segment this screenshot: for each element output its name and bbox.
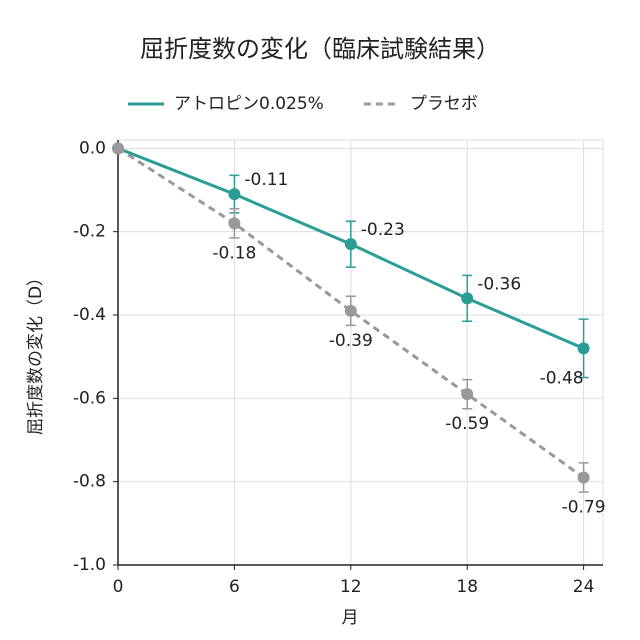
x-tick-label: 18 xyxy=(456,577,478,597)
point xyxy=(461,292,474,305)
data-label: -0.36 xyxy=(477,274,521,294)
data-label: -0.79 xyxy=(562,498,606,518)
x-axis-label: 月 xyxy=(342,608,359,628)
data-label: -0.23 xyxy=(361,220,405,240)
point xyxy=(577,471,590,484)
data-label: -0.18 xyxy=(212,243,256,263)
data-label: -0.59 xyxy=(445,414,489,434)
data-label: -0.11 xyxy=(244,170,288,190)
data-label: -0.48 xyxy=(540,368,584,388)
x-tick-label: 12 xyxy=(340,577,362,597)
y-tick-label: -0.4 xyxy=(73,305,106,325)
x-tick-label: 24 xyxy=(573,577,595,597)
y-tick-label: -0.2 xyxy=(73,222,106,242)
y-tick-label: 0.0 xyxy=(79,138,106,158)
series-line xyxy=(117,147,585,479)
point xyxy=(461,388,474,401)
point xyxy=(577,342,590,355)
x-tick-label: 6 xyxy=(229,577,240,597)
y-tick-label: -1.0 xyxy=(73,555,106,575)
chart-title: 屈折度数の変化（臨床試験結果） xyxy=(140,35,500,63)
point xyxy=(344,304,357,317)
y-tick-label: -0.8 xyxy=(73,472,106,492)
legend-label: プラセボ xyxy=(410,94,478,114)
y-axis-label: 屈折度数の変化（D） xyxy=(26,269,46,435)
y-tick-label: -0.6 xyxy=(73,388,106,408)
data-label: -0.39 xyxy=(329,331,373,351)
point xyxy=(228,217,241,230)
x-tick-label: 0 xyxy=(113,577,124,597)
point xyxy=(112,142,124,155)
point xyxy=(344,238,357,251)
legend-label: アトロピン0.025% xyxy=(174,94,324,114)
point xyxy=(228,188,241,201)
